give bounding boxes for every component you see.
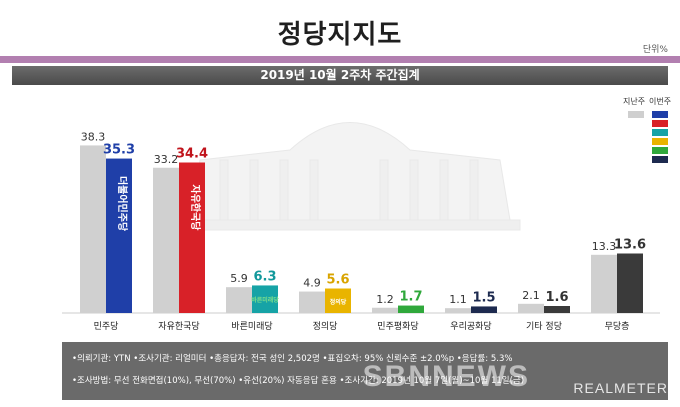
value-label-this-week: 1.5 — [472, 290, 495, 305]
value-label-this-week: 1.7 — [399, 290, 422, 305]
value-label-prev: 4.9 — [303, 277, 321, 290]
legend-swatch — [652, 111, 668, 118]
bar-this-week — [252, 285, 278, 313]
bar-prev-week — [153, 167, 179, 313]
category-label: 바른미래당 — [231, 321, 272, 332]
subtitle-bar: 2019년 10월 2주차 주간집계 — [12, 66, 668, 85]
category-label: 무당층 — [605, 321, 630, 332]
bar-prev-week — [518, 303, 544, 313]
party-logo: 정의당 — [330, 298, 347, 306]
party-logo: 자유한국당 — [189, 185, 202, 232]
value-label-prev: 2.1 — [522, 289, 540, 302]
value-label-prev: 13.3 — [592, 240, 617, 253]
bar-prev-week — [80, 145, 106, 313]
survey-info-footer: •의뢰기관: YTN •조사기관: 리얼미터 •총응답자: 전국 성인 2,50… — [62, 342, 668, 400]
legend-swatch — [652, 120, 668, 127]
category-label: 민주평화당 — [377, 321, 418, 332]
bar-prev-week — [445, 308, 471, 313]
bar-prev-week — [226, 287, 252, 313]
party-logo: 바른미래당 — [251, 296, 279, 304]
value-label-prev: 1.2 — [376, 293, 394, 306]
bar-this-week — [398, 305, 424, 313]
category-label: 정의당 — [313, 321, 338, 332]
bar-this-week — [106, 158, 132, 313]
value-label-prev: 38.3 — [81, 130, 106, 143]
value-label-this-week: 13.6 — [614, 238, 646, 253]
header-band — [0, 56, 680, 63]
legend-swatch — [652, 138, 668, 145]
legend-swatch — [652, 156, 668, 163]
value-label-this-week: 5.6 — [326, 273, 349, 288]
bar-prev-week — [372, 307, 398, 313]
bar-this-week — [544, 306, 570, 313]
bar-prev-week — [591, 254, 617, 313]
unit-label: 단위% — [642, 45, 668, 55]
party-logo: 더불어민주당 — [116, 176, 129, 232]
building-watermark — [179, 122, 521, 231]
value-label-prev: 33.2 — [154, 153, 179, 166]
category-label: 우리공화당 — [450, 321, 491, 332]
value-label-this-week: 6.3 — [253, 269, 276, 284]
legend-prev-swatch — [628, 111, 644, 118]
bar-this-week — [325, 288, 351, 313]
news-watermark: SBNNEWS — [362, 360, 530, 393]
value-label-this-week: 1.6 — [545, 290, 568, 305]
chart-title: 정당지지도 — [277, 20, 403, 50]
legend-prev-label: 지난주 — [623, 97, 646, 106]
bar-this-week — [471, 306, 497, 313]
survey-info-line-1: •의뢰기관: YTN •조사기관: 리얼미터 •총응답자: 전국 성인 2,50… — [72, 354, 513, 364]
legend-curr-label: 이번주 — [649, 97, 672, 106]
value-label-this-week: 34.4 — [176, 147, 208, 162]
value-label-prev: 1.1 — [449, 293, 467, 306]
bar-prev-week — [299, 291, 325, 313]
value-label-prev: 5.9 — [230, 272, 248, 285]
legend-swatch — [652, 129, 668, 136]
value-label-this-week: 35.3 — [103, 143, 135, 158]
brand-logo: REALMETER — [573, 380, 668, 396]
category-label: 기타 정당 — [526, 321, 562, 332]
category-label: 자유한국당 — [158, 321, 199, 332]
survey-info-line-2: •조사방법: 무선 전화면접(10%), 무선(70%) •유선(20%) 자동… — [72, 376, 525, 386]
legend-swatch — [652, 147, 668, 154]
category-label: 민주당 — [94, 321, 119, 332]
bar-this-week — [617, 253, 643, 313]
bar-this-week — [179, 162, 205, 313]
